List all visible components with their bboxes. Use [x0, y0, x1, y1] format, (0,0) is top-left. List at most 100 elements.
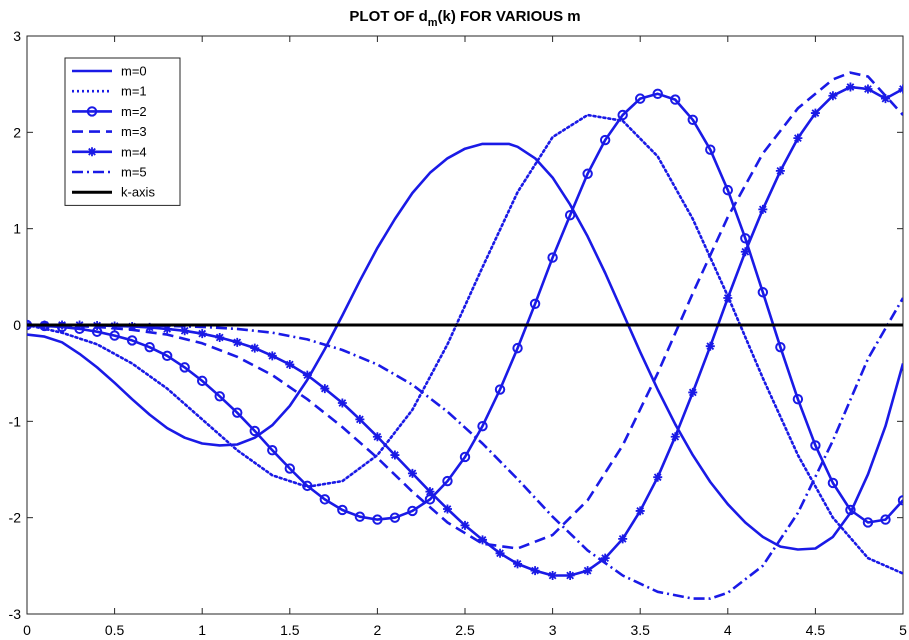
y-tick-label: -1: [9, 413, 22, 429]
data-point-circle: [354, 511, 366, 522]
data-point-circle: [197, 375, 208, 387]
data-point-star: [723, 293, 733, 303]
x-tick-label: 4: [724, 622, 732, 638]
data-point-star: [863, 84, 873, 94]
data-point-star: [478, 535, 488, 545]
legend-label: m=4: [121, 144, 147, 159]
data-point-circle: [494, 384, 506, 395]
data-point-circle: [144, 341, 155, 353]
data-point-star: [775, 166, 785, 176]
series-line-m-3: [27, 71, 903, 550]
data-point-circle: [407, 505, 418, 517]
data-point-circle: [372, 514, 383, 525]
legend-box: [64, 57, 181, 206]
data-point-circle: [687, 114, 698, 126]
data-point-circle: [845, 504, 856, 516]
legend-entry-m-0: m=0: [72, 64, 147, 79]
data-point-star: [145, 322, 155, 332]
series-m-1: [27, 113, 903, 575]
data-point-circle: [792, 393, 804, 405]
x-tick-label: 2.5: [455, 622, 475, 638]
series-m-3: [27, 71, 903, 550]
data-point-star: [793, 133, 803, 143]
y-tick-label: 3: [13, 28, 21, 44]
chart-title-rest: (k) FOR VARIOUS m: [438, 8, 581, 25]
legend-entry-m-3: m=3: [72, 124, 147, 139]
y-tick-label: -2: [9, 510, 22, 526]
data-point-circle: [897, 495, 903, 506]
data-point-circle: [564, 209, 576, 221]
data-point-circle: [249, 425, 260, 437]
data-point-circle: [214, 391, 225, 402]
data-point-circle: [827, 477, 839, 489]
series-line-m-0: [27, 142, 903, 551]
x-tick-labels: 0 0.5 1 1.5 2 2.5 3 3.5 4 4.5 5: [23, 622, 907, 638]
data-point-circle: [284, 463, 295, 474]
data-point-star: [180, 326, 190, 336]
x-tick-label: 3: [549, 622, 557, 638]
data-point-star: [232, 337, 242, 347]
data-point-circle: [862, 517, 874, 528]
data-point-star: [197, 329, 207, 339]
legend-label: k-axis: [121, 185, 155, 200]
legend-entry-k-axis: k-axis: [72, 185, 155, 200]
data-point-circle: [757, 287, 769, 298]
data-point-star: [758, 204, 768, 214]
data-point-circle: [389, 512, 401, 523]
data-point-star: [810, 108, 820, 118]
data-point-star: [87, 147, 97, 157]
data-point-star: [565, 570, 575, 580]
data-point-star: [898, 84, 903, 94]
data-point-star: [880, 94, 890, 104]
series-line-m-1: [27, 113, 903, 575]
data-point-star: [425, 487, 435, 497]
data-point-circle: [599, 134, 611, 146]
data-point-star: [355, 414, 365, 424]
data-point-star: [285, 359, 295, 369]
data-point-circle: [109, 330, 120, 341]
data-point-star: [583, 566, 593, 576]
data-point-star: [740, 247, 750, 257]
data-point-star: [845, 82, 855, 92]
data-point-circle: [705, 144, 716, 155]
data-point-circle: [547, 252, 558, 263]
data-point-star: [828, 91, 838, 101]
legend-label: m=5: [121, 165, 147, 180]
x-tick-label: 2: [374, 622, 382, 638]
data-point-star: [548, 570, 558, 580]
legend-entry-m-4: m=4: [72, 144, 147, 159]
data-point-circle: [652, 88, 663, 100]
y-tick-label: -3: [9, 606, 22, 622]
data-point-circle: [319, 494, 331, 505]
data-point-star: [513, 559, 523, 569]
series-m-4: [27, 82, 903, 580]
data-point-circle: [722, 184, 733, 196]
x-tick-label: 5: [899, 622, 907, 638]
chart-title-main: PLOT OF d: [349, 8, 427, 25]
data-point-star: [600, 553, 610, 563]
data-point-circle: [775, 341, 786, 353]
data-point-circle: [459, 451, 471, 463]
y-tick-label: 1: [13, 221, 21, 237]
data-point-circle: [179, 362, 190, 373]
x-tick-label: 0: [23, 622, 31, 638]
data-point-circle: [810, 440, 821, 451]
data-point-star: [705, 341, 715, 351]
tick-marks: [26, 35, 904, 615]
data-point-circle: [232, 407, 243, 418]
legend-label: m=2: [121, 104, 147, 119]
series-line-m-2: [27, 92, 903, 524]
data-point-circle: [512, 342, 523, 354]
data-point-circle: [635, 93, 646, 104]
data-point-circle: [126, 335, 138, 346]
data-point-circle: [670, 94, 681, 105]
data-point-star: [460, 520, 470, 530]
y-tick-label: 0: [13, 317, 21, 333]
data-point-circle: [477, 420, 488, 432]
data-point-star: [267, 351, 277, 361]
data-point-star: [372, 432, 382, 442]
legend-entry-m-5: m=5: [72, 165, 147, 180]
data-point-circle: [617, 109, 628, 121]
x-tick-label: 1.5: [280, 622, 300, 638]
